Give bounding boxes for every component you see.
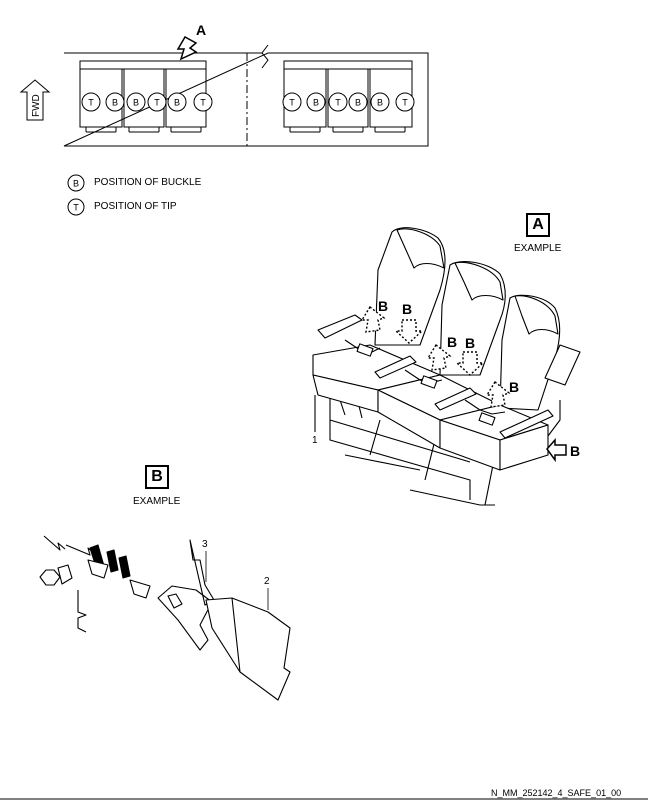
view-a-arrow-icon — [176, 35, 198, 61]
detail-a-box-label: A — [526, 213, 550, 237]
seat-marker-buckle: B — [133, 98, 139, 108]
seat-marker-buckle: B — [377, 98, 383, 108]
legend-tip-symbol: T — [73, 203, 79, 213]
fwd-arrow-icon — [19, 79, 51, 121]
seat-marker-buckle: B — [112, 98, 118, 108]
seat-marker-buckle: B — [355, 98, 361, 108]
seat-marker-tip: T — [200, 98, 206, 108]
callout-1: 1 — [312, 435, 318, 446]
detail-b-box-label: B — [145, 465, 169, 489]
seat-marker-buckle: B — [174, 98, 180, 108]
seat-marker-circle — [81, 92, 101, 112]
seat-marker-circle — [193, 92, 213, 112]
seat-group-right — [283, 60, 413, 133]
legend-buckle-symbol: B — [73, 179, 79, 189]
seat-marker-circle — [282, 92, 302, 112]
position-label-b: B — [447, 334, 457, 350]
position-label-b: B — [570, 443, 580, 459]
position-arrow-icon — [455, 351, 485, 376]
detail-b-buckle-illustration — [39, 535, 291, 701]
callout-3: 3 — [202, 539, 208, 550]
arrow-b-solid-icon — [546, 438, 567, 463]
detail-a-position-arrows — [360, 305, 511, 408]
position-label-b: B — [378, 298, 388, 314]
view-a-label: A — [196, 22, 206, 38]
seat-marker-tip: T — [154, 98, 160, 108]
position-arrow-icon — [426, 343, 452, 371]
legend-buckle-text: POSITION OF BUCKLE — [94, 177, 202, 188]
detail-a-seat-illustration — [312, 227, 581, 506]
seat-marker-circle — [348, 92, 368, 112]
seat-marker-circle — [395, 92, 415, 112]
figure-id: N_MM_252142_4_SAFE_01_00 — [491, 788, 622, 798]
position-arrow-icon — [394, 319, 424, 344]
detail-a-caption: EXAMPLE — [514, 243, 562, 254]
fwd-label: FWD — [31, 94, 42, 117]
position-arrow-icon — [485, 380, 511, 408]
position-arrow-icon — [360, 305, 386, 333]
seat-marker-tip: T — [335, 98, 341, 108]
seat-marker-tip: T — [402, 98, 408, 108]
position-label-b: B — [509, 379, 519, 395]
seat-marker-circle — [126, 92, 146, 112]
seat-marker-circle — [105, 92, 125, 112]
seat-marker-tip: T — [289, 98, 295, 108]
callout-2: 2 — [264, 576, 270, 587]
legend-symbols: B T — [67, 174, 85, 216]
position-label-b: B — [465, 335, 475, 351]
seat-marker-buckle: B — [313, 98, 319, 108]
seat-marker-circle — [147, 92, 167, 112]
top-view: A FWD T B B T B T T B T B B T — [19, 22, 429, 147]
seat-marker-circle — [370, 92, 390, 112]
legend-tip-text: POSITION OF TIP — [94, 201, 177, 212]
seat-marker-circle — [167, 92, 187, 112]
detail-b-caption: EXAMPLE — [133, 496, 181, 507]
position-label-b: B — [402, 301, 412, 317]
seat-marker-circle — [306, 92, 326, 112]
seat-marker-tip: T — [88, 98, 94, 108]
seat-marker-circle — [328, 92, 348, 112]
